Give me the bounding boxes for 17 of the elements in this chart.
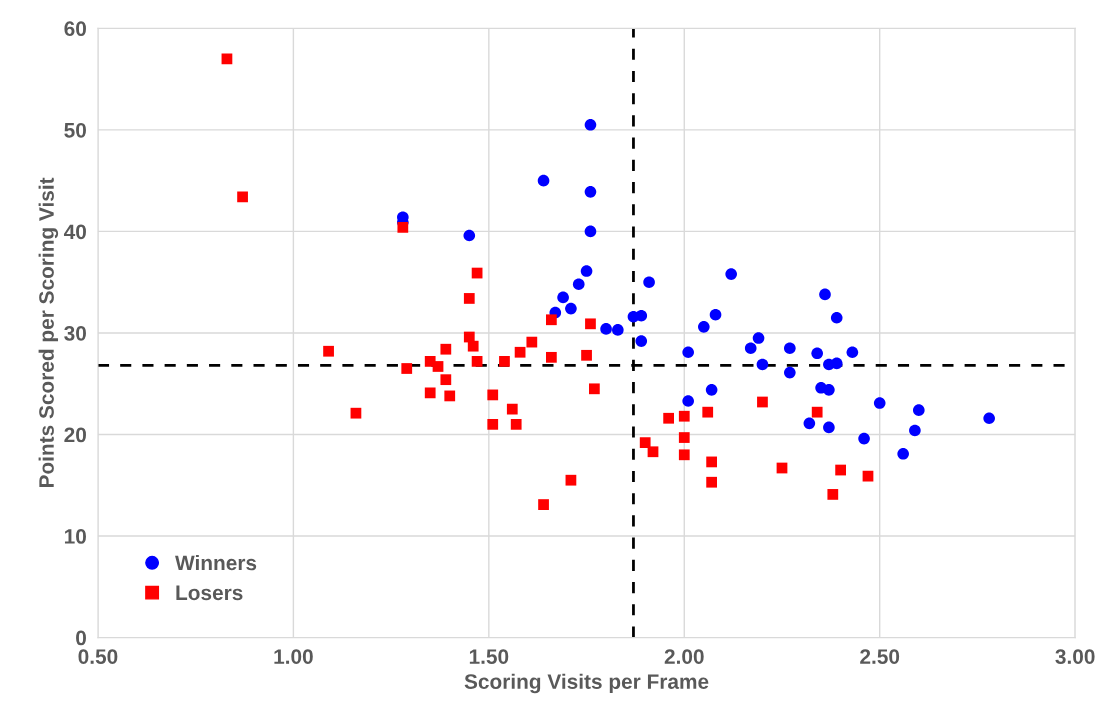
legend-label: Losers (176, 585, 243, 601)
y-tick-label: 40 (63, 224, 86, 240)
x-tick-label: 1.50 (469, 649, 509, 664)
legend-label: Winners (175, 554, 257, 571)
y-tick-label: 0 (76, 630, 86, 646)
y-tick-label: 50 (64, 122, 86, 138)
y-tick-label: 60 (64, 21, 86, 37)
x-tick-label: 1.00 (274, 649, 313, 664)
y-tick-label: 30 (64, 325, 86, 341)
x-tick-label: 2.50 (860, 649, 900, 664)
y-tick-label: 20 (64, 427, 86, 443)
x-tick-label: 2.00 (664, 649, 704, 664)
y-axis-title: Points Scored per Scoring Visit (38, 177, 59, 488)
x-axis-title: Scoring Visits per Frame (464, 673, 709, 694)
x-tick-label: 3.00 (1055, 649, 1095, 665)
y-tick-label: 10 (64, 529, 86, 544)
x-tick-label: 0.50 (78, 649, 118, 664)
